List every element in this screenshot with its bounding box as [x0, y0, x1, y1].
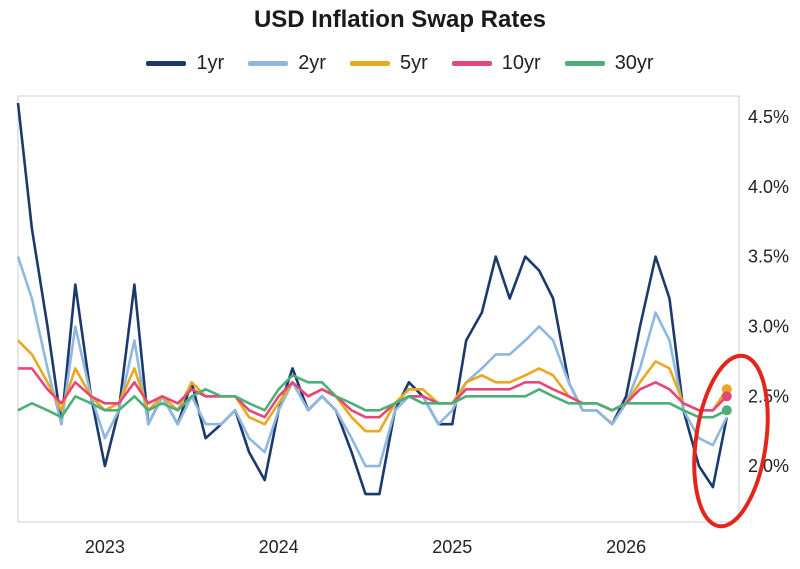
legend-label-10yr: 10yr: [501, 52, 541, 74]
series-layer: [16, 102, 732, 496]
y-tick-label: 3.5%: [748, 247, 789, 267]
legend-label-1yr: 1yr: [196, 52, 225, 74]
y-tick-label: 4.5%: [748, 107, 789, 127]
legend-swatch-30yr: [564, 61, 605, 66]
legend-label-5yr: 5yr: [399, 52, 428, 74]
x-axis: 2023 2024 2025 2026: [85, 537, 646, 557]
legend: 1yr 2yr 5yr 10yr 30yr: [0, 52, 800, 75]
legend-item-1yr: 1yr: [146, 52, 224, 75]
legend-item-5yr: 5yr: [349, 52, 428, 75]
legend-label-2yr: 2yr: [298, 52, 326, 74]
legend-swatch-1yr: [146, 61, 187, 66]
plot-frame: [17, 95, 740, 523]
chart-title: USD Inflation Swap Rates: [253, 6, 547, 33]
legend-item-10yr: 10yr: [451, 52, 541, 75]
legend-item-2yr: 2yr: [248, 52, 326, 75]
series-line-30yr: [17, 373, 728, 419]
y-tick-label: 3.0%: [748, 317, 789, 337]
x-tick-label: 2026: [606, 537, 646, 557]
y-axis: 2.0% 2.5% 3.0% 3.5% 4.0% 4.5%: [748, 107, 789, 476]
y-tick-label: 2.0%: [748, 456, 789, 476]
end-marker-30yr: [721, 405, 732, 416]
series-line-1yr: [16, 102, 729, 496]
legend-swatch-10yr: [451, 61, 492, 66]
x-tick-label: 2025: [432, 537, 472, 557]
end-marker-10yr: [721, 391, 732, 402]
legend-item-30yr: 30yr: [564, 52, 654, 75]
series-line-2yr: [16, 256, 728, 468]
x-tick-label: 2024: [259, 537, 299, 557]
x-tick-label: 2023: [85, 537, 125, 557]
highlight-circle: [692, 353, 770, 529]
legend-swatch-5yr: [349, 61, 390, 66]
y-tick-label: 4.0%: [748, 177, 789, 197]
legend-label-30yr: 30yr: [614, 52, 654, 74]
y-tick-label: 2.5%: [748, 386, 789, 406]
end-marker-5yr: [721, 384, 732, 395]
legend-swatch-2yr: [248, 61, 289, 66]
